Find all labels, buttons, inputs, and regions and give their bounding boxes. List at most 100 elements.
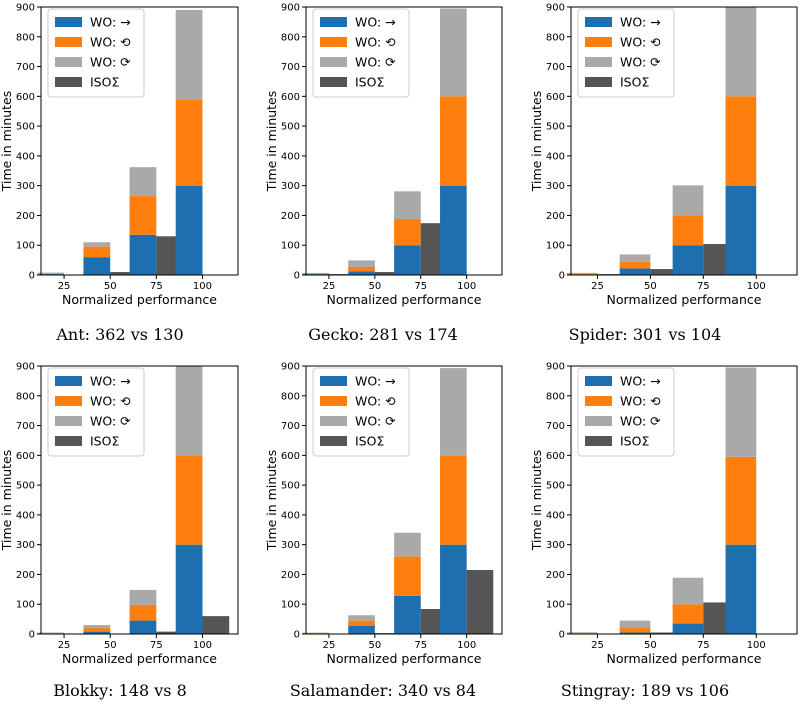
y-axis-label: Time in minutes — [0, 91, 14, 193]
x-tick-label: 75 — [697, 281, 710, 292]
y-tick-label: 500 — [16, 122, 35, 133]
legend-swatch — [585, 436, 612, 446]
legend-label: WO: ⟳ — [90, 55, 131, 70]
bar-segment — [37, 632, 65, 634]
x-tick-label: 50 — [104, 281, 117, 292]
bar-segment — [672, 185, 704, 216]
legend: WO: → WO: ⟲ WO: ⟳ ISOΣ — [312, 367, 410, 457]
y-tick-label: 300 — [546, 540, 565, 551]
x-axis-label: Normalized performance — [607, 292, 762, 307]
legend-swatch — [320, 37, 347, 47]
bar-segment — [440, 455, 467, 545]
bar-iso — [374, 272, 402, 275]
bar-iso — [650, 632, 682, 634]
x-tick-label: 75 — [150, 640, 163, 651]
x-tick-label: 100 — [457, 281, 476, 292]
x-tick-label: 100 — [747, 281, 766, 292]
bar-segment — [129, 196, 157, 235]
x-axis-label: Normalized performance — [327, 292, 482, 307]
y-tick-label: 900 — [546, 3, 565, 14]
bar-segment — [129, 620, 157, 634]
bar-iso — [110, 272, 137, 275]
bar-segment — [440, 8, 467, 97]
bar-segment — [394, 532, 421, 557]
chart-caption: Salamander: 340 vs 84 — [290, 681, 476, 700]
legend-swatch — [585, 396, 612, 406]
y-tick-label: 100 — [546, 241, 565, 252]
bar-segment — [394, 245, 421, 275]
y-tick-label: 100 — [546, 600, 565, 611]
y-tick-label: 200 — [546, 211, 565, 222]
legend-swatch — [55, 376, 82, 386]
y-axis-label: Time in minutes — [529, 91, 544, 193]
legend-box — [47, 367, 145, 457]
plot-frame — [40, 6, 239, 276]
legend-label: WO: → — [620, 374, 661, 389]
legend-label: ISOΣ — [355, 434, 384, 449]
y-tick-label: 300 — [281, 540, 300, 551]
x-tick-label: 75 — [150, 281, 163, 292]
legend-label: WO: → — [355, 15, 396, 30]
legend-label: WO: ⟳ — [355, 55, 396, 70]
bar-segment — [302, 632, 329, 634]
bar-segment — [566, 273, 598, 275]
x-tick-label: 100 — [457, 640, 476, 651]
legend-label: WO: ⟲ — [355, 35, 396, 50]
bar-segment — [175, 455, 203, 545]
chart-caption: Blokky: 148 vs 8 — [53, 681, 187, 700]
bar-segment — [83, 246, 111, 258]
x-tick-label: 50 — [368, 281, 381, 292]
y-tick-label: 800 — [16, 32, 35, 43]
legend-swatch — [585, 17, 612, 27]
x-tick-label: 25 — [591, 640, 604, 651]
x-tick-label: 25 — [323, 281, 336, 292]
y-axis-label: Time in minutes — [264, 91, 279, 193]
legend-label: WO: ⟳ — [620, 55, 661, 70]
legend-swatch — [55, 37, 82, 47]
x-axis-label: Normalized performance — [327, 651, 482, 666]
legend-label: WO: ⟳ — [90, 414, 131, 429]
x-tick-label: 50 — [644, 640, 657, 651]
y-tick-label: 900 — [546, 362, 565, 373]
y-tick-label: 200 — [281, 570, 300, 581]
plot-frame — [570, 6, 798, 276]
y-tick-label: 500 — [546, 481, 565, 492]
legend: WO: → WO: ⟲ WO: ⟳ ISOΣ — [577, 367, 675, 457]
bar-segment — [619, 268, 651, 275]
bar-segment — [37, 272, 65, 274]
bar-segment — [348, 271, 375, 275]
bar-segment — [83, 257, 111, 275]
y-tick-label: 900 — [16, 362, 35, 373]
y-axis-label: Time in minutes — [529, 450, 544, 552]
legend-swatch — [320, 77, 347, 87]
bar-segment — [348, 625, 375, 634]
bar-segment — [394, 556, 421, 596]
y-tick-label: 600 — [281, 451, 300, 462]
y-axis-label: Time in minutes — [264, 450, 279, 552]
x-tick-label: 50 — [644, 281, 657, 292]
bar-segment — [348, 615, 375, 621]
bar-segment — [672, 577, 704, 605]
legend-swatch — [320, 57, 347, 67]
legend-label: WO: → — [355, 374, 396, 389]
y-tick-label: 500 — [281, 122, 300, 133]
y-tick-label: 800 — [16, 391, 35, 402]
bar-segment — [672, 604, 704, 624]
legend-box — [577, 367, 675, 457]
legend-label: WO: ⟲ — [620, 394, 661, 409]
plot-frame — [40, 365, 239, 635]
chart-caption: Stingray: 189 vs 106 — [561, 681, 729, 700]
bar-segment — [394, 595, 421, 634]
bar-segment — [672, 245, 704, 275]
legend: WO: → WO: ⟲ WO: ⟳ ISOΣ — [577, 8, 675, 98]
legend-swatch — [55, 77, 82, 87]
legend-label: ISOΣ — [90, 434, 119, 449]
y-tick-label: 300 — [281, 181, 300, 192]
legend-swatch — [55, 17, 82, 27]
x-tick-label: 50 — [104, 640, 117, 651]
legend-label: WO: → — [620, 15, 661, 30]
bar-segment — [566, 632, 598, 633]
y-tick-label: 100 — [16, 241, 35, 252]
